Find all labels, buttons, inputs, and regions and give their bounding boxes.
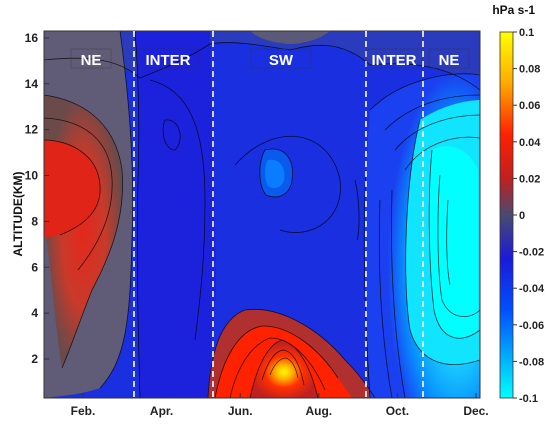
- season-labels: NE INTER SW INTER NE: [70, 48, 470, 69]
- contour-line: [354, 179, 360, 241]
- contour-line: [391, 189, 406, 398]
- contour-line: [384, 94, 480, 131]
- y-tick-label: 16: [25, 31, 39, 45]
- x-axis-ticks: Feb. Apr. Jun. Aug. Oct. Dec.: [71, 393, 489, 418]
- contour-line: [99, 31, 134, 389]
- contour-line: [446, 199, 451, 286]
- contour-line: [44, 117, 113, 271]
- season-label-box: [365, 48, 423, 69]
- sw-positive-core: [250, 340, 318, 398]
- plot-area: [44, 31, 480, 398]
- contour-line: [249, 339, 319, 398]
- season-label: NE: [81, 52, 102, 69]
- x-tick-label: Jun.: [228, 404, 253, 418]
- east-cyan-core: [429, 146, 478, 339]
- contour-line: [437, 174, 480, 317]
- contour-line: [394, 114, 480, 151]
- colorbar-tick-label: 0.1: [519, 27, 534, 39]
- contour-line: [44, 42, 480, 91]
- colorbar-ticks: 0.1 0.08 0.06 0.04 0.02 0 -0.02 -0.04 -0.06 -0.08…: [513, 27, 545, 405]
- contour-line: [428, 149, 480, 339]
- colorbar-title: hPa s-1: [492, 3, 535, 17]
- x-tick-label: Feb.: [71, 404, 96, 418]
- season-label-box: [250, 48, 312, 69]
- x-tick-label: Dec.: [463, 404, 488, 418]
- y-tick-label: 6: [31, 260, 38, 274]
- y-axis-ticks: 2 4 6 8 10 12 14 16: [25, 31, 49, 366]
- sw-negative-core: [265, 159, 285, 188]
- y-tick-label: 8: [31, 214, 38, 228]
- contour-line: [405, 119, 480, 365]
- contour-line: [369, 73, 480, 111]
- colorbar-tick-label: 0.06: [519, 100, 540, 112]
- colorbar-tick-label: -0.02: [519, 247, 544, 259]
- season-dividers: [133, 31, 424, 398]
- season-label: SW: [269, 52, 294, 69]
- contour-line: [378, 199, 393, 398]
- season-label-box: [137, 48, 199, 69]
- colorbar-tick-label: -0.1: [519, 393, 538, 405]
- colorbar: [499, 31, 514, 399]
- ne-left-core: [44, 140, 101, 238]
- colorbar-tick-label: -0.06: [519, 320, 544, 332]
- contour-line: [229, 337, 326, 398]
- y-tick-label: 12: [25, 123, 39, 137]
- x-tick-label: Oct.: [386, 404, 409, 418]
- contour-line: [234, 135, 341, 233]
- colorbar-tick-label: -0.04: [519, 283, 545, 295]
- contour-line: [44, 94, 123, 369]
- y-axis-label: ALTITUDE(KM): [11, 171, 25, 256]
- season-label-box: [428, 48, 470, 69]
- season-label: INTER: [372, 52, 417, 69]
- y-tick-label: 14: [25, 77, 39, 91]
- season-label: NE: [439, 52, 460, 69]
- contour-line: [404, 136, 480, 171]
- season-label-box: [70, 48, 112, 69]
- contour-line: [149, 79, 206, 341]
- x-tick-label: Aug.: [305, 404, 332, 418]
- contour-line: [259, 148, 293, 198]
- inter-left-blue: [135, 31, 216, 398]
- contour-lines: [44, 31, 480, 398]
- contour-line: [162, 119, 181, 151]
- contour-line: [261, 349, 305, 386]
- y-tick-label: 2: [31, 352, 38, 366]
- season-label: INTER: [146, 52, 191, 69]
- contour-line: [44, 139, 101, 236]
- y-tick-label: 4: [31, 306, 38, 320]
- colorbar-tick-label: 0.04: [519, 137, 541, 149]
- contour-line: [207, 308, 376, 398]
- contour-line: [134, 31, 141, 398]
- colorbar-tick-label: 0.08: [519, 64, 540, 76]
- colorbar-tick-label: 0: [519, 210, 525, 222]
- contour-line: [269, 357, 299, 379]
- top-gray-core: [250, 31, 330, 44]
- contour-line: [214, 325, 339, 398]
- y-tick-label: 10: [25, 169, 39, 183]
- contour-line: [363, 169, 371, 398]
- x-tick-label: Apr.: [150, 404, 173, 418]
- plot-frame: [43, 30, 481, 399]
- colorbar-tick-label: -0.08: [519, 356, 544, 368]
- colorbar-tick-label: 0.02: [519, 173, 540, 185]
